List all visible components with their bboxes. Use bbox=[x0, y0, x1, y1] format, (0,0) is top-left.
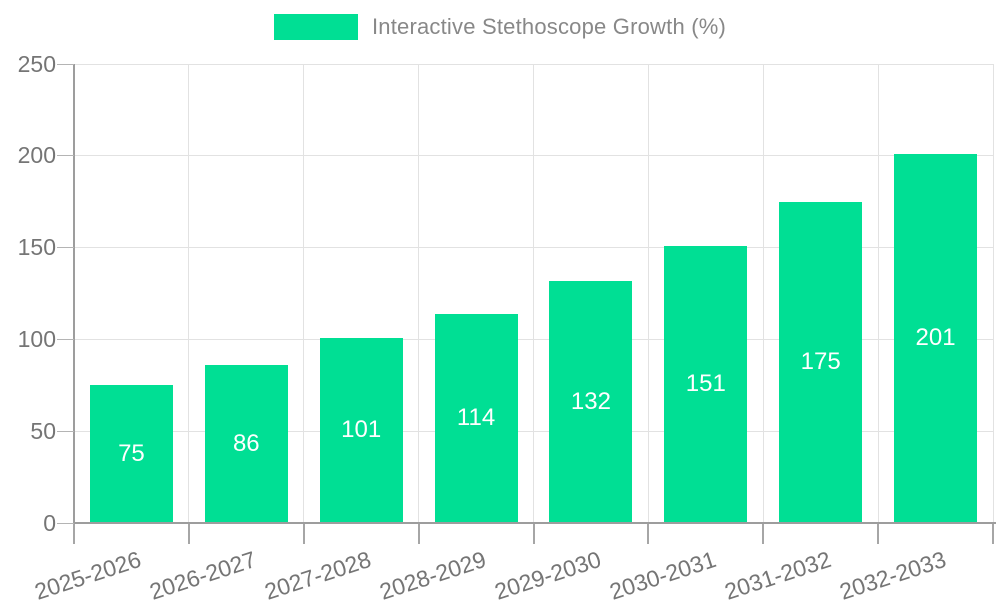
y-axis-line bbox=[73, 64, 75, 543]
bar-2025-2026[interactable]: 75 bbox=[89, 385, 173, 523]
y-tick-mark bbox=[57, 63, 74, 65]
x-axis-line bbox=[74, 522, 996, 524]
bar-2026-2027[interactable]: 86 bbox=[204, 365, 288, 523]
x-tick-label: 2027-2028 bbox=[261, 546, 375, 605]
x-tick-mark bbox=[187, 524, 190, 544]
bar-value-label: 114 bbox=[456, 404, 496, 432]
y-tick-mark bbox=[57, 247, 74, 249]
bar-2032-2033[interactable]: 201 bbox=[894, 153, 978, 523]
plot-area: 75 86 101 114 132 151 175 201 bbox=[74, 63, 994, 523]
y-tick-mark bbox=[57, 338, 74, 340]
bar-2031-2032[interactable]: 175 bbox=[779, 201, 863, 523]
bar-value-label: 175 bbox=[800, 348, 841, 376]
gridline-vertical bbox=[647, 64, 649, 523]
x-tick-label: 2028-2029 bbox=[376, 546, 490, 605]
x-tick-mark bbox=[647, 524, 650, 544]
legend-swatch-icon bbox=[273, 14, 358, 40]
y-tick-label: 50 bbox=[30, 417, 56, 444]
bar-value-label: 101 bbox=[341, 416, 382, 444]
x-tick-mark bbox=[302, 524, 305, 544]
bar-2029-2030[interactable]: 132 bbox=[549, 280, 633, 523]
gridline-vertical bbox=[188, 64, 190, 523]
y-tick-mark bbox=[57, 430, 74, 432]
bar-2027-2028[interactable]: 101 bbox=[319, 337, 403, 523]
bar-value-label: 132 bbox=[570, 387, 611, 415]
x-tick-label: 2030-2031 bbox=[606, 546, 719, 605]
x-tick-mark bbox=[417, 524, 420, 544]
y-tick-label: 100 bbox=[17, 325, 56, 352]
bar-2028-2029[interactable]: 114 bbox=[434, 313, 518, 523]
x-tick-mark bbox=[992, 524, 994, 544]
y-tick-mark bbox=[57, 522, 74, 524]
bar-value-label: 151 bbox=[685, 370, 726, 398]
y-tick-mark bbox=[57, 155, 74, 157]
bar-value-label: 86 bbox=[232, 430, 260, 458]
x-tick-mark bbox=[532, 524, 535, 544]
y-tick-label: 200 bbox=[17, 142, 56, 169]
bar-value-label: 201 bbox=[915, 324, 956, 352]
x-tick-label: 2031-2032 bbox=[721, 546, 834, 605]
bar-value-label: 75 bbox=[118, 440, 145, 468]
x-tick-label: 2025-2026 bbox=[31, 546, 145, 605]
gridline-vertical bbox=[533, 64, 534, 523]
y-tick-label: 250 bbox=[17, 50, 56, 77]
gridline-vertical bbox=[992, 64, 994, 523]
x-tick-label: 2029-2030 bbox=[491, 546, 604, 605]
gridline-vertical bbox=[418, 64, 420, 523]
x-tick-mark bbox=[877, 524, 880, 544]
x-tick-label: 2026-2027 bbox=[146, 546, 260, 605]
gridline-vertical bbox=[303, 64, 305, 523]
legend-label: Interactive Stethoscope Growth (%) bbox=[371, 14, 727, 39]
y-tick-label: 150 bbox=[17, 234, 56, 261]
chart-legend[interactable]: Interactive Stethoscope Growth (%) bbox=[0, 14, 1000, 40]
x-tick-mark bbox=[73, 524, 75, 544]
x-tick-mark bbox=[762, 524, 765, 544]
y-tick-label: 0 bbox=[43, 509, 56, 536]
gridline-vertical bbox=[877, 64, 879, 523]
bar-2030-2031[interactable]: 151 bbox=[664, 245, 748, 523]
x-tick-label: 2032-2033 bbox=[835, 546, 949, 605]
gridline-vertical bbox=[762, 64, 764, 523]
